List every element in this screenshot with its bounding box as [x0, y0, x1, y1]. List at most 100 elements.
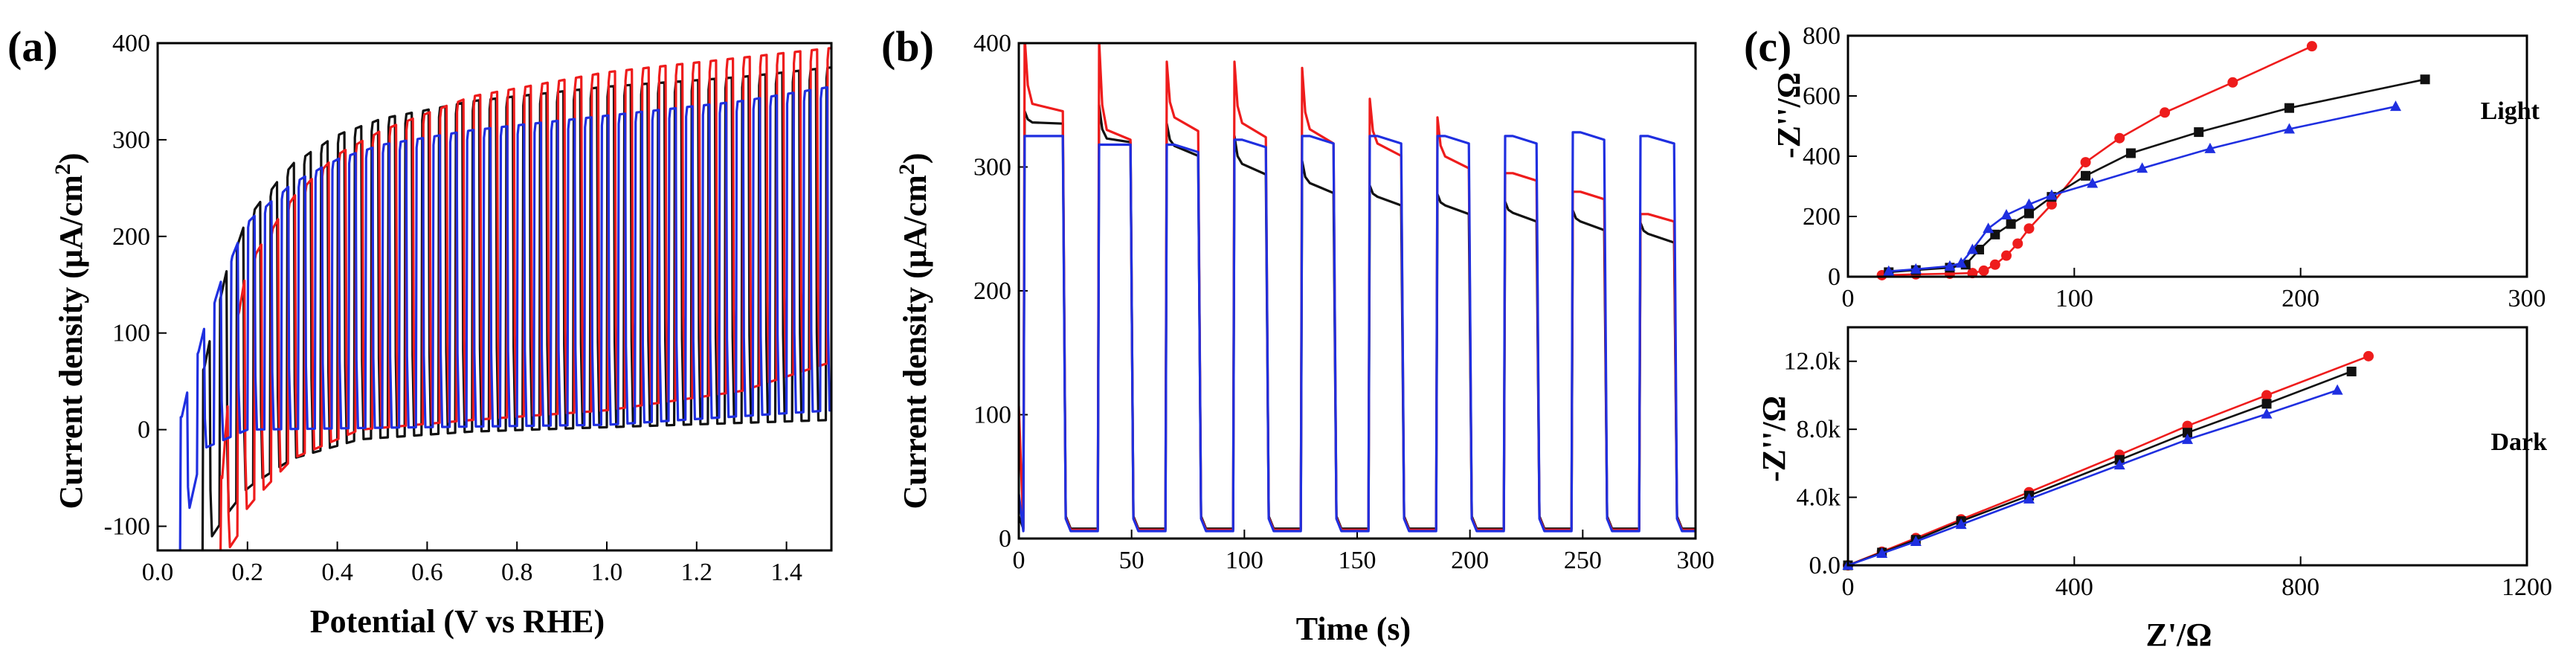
y-tick-label: 400: [1803, 143, 1841, 170]
data-point-black: [2194, 127, 2204, 138]
y-tick-label: 400: [973, 30, 1011, 57]
x-tick-label: 200: [1451, 547, 1489, 574]
data-point-red: [2046, 199, 2057, 210]
x-tick-label: 1.2: [681, 559, 713, 586]
x-tick-label: 300: [1677, 547, 1715, 574]
data-point-black: [2420, 74, 2430, 85]
y-tick-label: 600: [1803, 83, 1841, 110]
y-tick-label: 0: [1828, 263, 1841, 291]
panel-c-xlabel: Z'/Ω: [2145, 617, 2212, 653]
panel-b: (b) Current density (μA/cm2) Time (s) 0 5…: [881, 22, 1715, 647]
x-tick-label: 1.0: [591, 559, 623, 586]
panel-b-frame: [1017, 42, 1697, 540]
data-point-black: [2261, 399, 2272, 409]
data-point-black: [2125, 148, 2136, 158]
x-tick-label: 0: [1842, 573, 1855, 601]
data-point-blue: [1876, 547, 1888, 558]
panel-b-plot-area: 0 50 100 150 200 250 300 0 100 200 300 400: [973, 30, 1715, 574]
x-tick-label: 1.4: [770, 559, 802, 586]
panel-a-ylabel: Current density (μA/cm2): [51, 152, 90, 509]
series-line-blue: [1019, 131, 1696, 533]
data-point-black: [2023, 208, 2034, 219]
x-tick-label: 400: [2055, 573, 2093, 601]
x-tick-label: 200: [2282, 285, 2319, 312]
panel-a-xlabel: Potential (V vs RHE): [310, 603, 605, 640]
data-point-blue: [2000, 208, 2012, 219]
panel-c-label: (c): [1744, 22, 1791, 71]
data-point-blue: [1910, 263, 1922, 274]
x-tick-label: 250: [1564, 547, 1602, 574]
panel-c-bottom-ylabel: -Z''/Ω: [1756, 396, 1792, 482]
panel-a-plot-area: 0.0 0.2 0.4 0.6 0.8 1.0 1.2 1.4 -100 0 100 200 300 40…: [104, 30, 831, 586]
data-point-red: [2306, 41, 2317, 52]
series-line-red: [1847, 355, 2369, 567]
data-point-red: [2080, 157, 2091, 168]
series-line-red: [1019, 43, 1696, 531]
data-point-blue: [2261, 408, 2273, 419]
panel-c-dark-annotation: Dark: [2490, 428, 2547, 456]
data-point-black: [2284, 103, 2294, 113]
panel-c-light-annotation: Light: [2481, 97, 2540, 125]
series-line-black: [1888, 78, 2426, 274]
y-tick-label: 800: [1803, 22, 1841, 50]
panel-c-top-plot-area: 0 100 200 300 0 200 400 600 800: [1803, 22, 2546, 312]
data-point-black: [2183, 428, 2192, 438]
data-point-blue: [2023, 492, 2035, 504]
data-point-blue: [2113, 459, 2125, 470]
x-tick-label: 0.0: [142, 559, 174, 586]
panel-c-top-ylabel: -Z''/Ω: [1771, 72, 1807, 158]
data-point-red: [2363, 350, 2374, 361]
x-tick-label: 0.6: [411, 559, 443, 586]
data-point-red: [2114, 132, 2125, 144]
x-tick-label: 0: [1013, 547, 1025, 574]
data-point-blue: [1910, 536, 1922, 546]
data-point-blue: [2137, 162, 2148, 173]
data-point-blue: [2331, 384, 2343, 395]
data-point-red: [2227, 77, 2238, 88]
data-point-blue: [1944, 260, 1956, 271]
data-point-black: [2006, 219, 2016, 229]
x-tick-label: 800: [2282, 573, 2319, 601]
data-point-red: [2023, 223, 2035, 234]
data-point-black: [2346, 366, 2357, 376]
series-line-blue: [178, 86, 831, 550]
y-tick-label: 200: [112, 223, 150, 251]
y-tick-label: 12.0k: [1784, 348, 1841, 376]
data-point-blue: [2204, 142, 2216, 153]
data-point-red: [2001, 250, 2012, 261]
panel-c-top-frame: [1846, 34, 2528, 278]
y-tick-label: 0: [999, 525, 1011, 553]
series-line-black: [201, 66, 831, 550]
y-tick-label: 100: [112, 320, 150, 347]
x-tick-label: 300: [2508, 285, 2546, 312]
data-point-blue: [2389, 100, 2401, 112]
y-tick-label: -100: [104, 513, 150, 541]
y-tick-label: 400: [112, 30, 150, 57]
x-tick-label: 150: [1339, 547, 1376, 574]
y-tick-label: 200: [973, 277, 1011, 305]
data-point-red: [1978, 265, 1989, 276]
series-line-black: [1019, 103, 1696, 530]
data-point-red: [2012, 238, 2023, 249]
data-point-blue: [1955, 257, 1967, 268]
y-tick-label: 100: [973, 402, 1011, 429]
y-tick-label: 0: [138, 417, 150, 444]
series-line-red: [1881, 45, 2313, 277]
panel-c-bottom-plot-area: 0 400 800 1200 0.0 4.0k 8.0k 12.0k: [1784, 348, 2553, 601]
x-tick-label: 100: [2055, 285, 2093, 312]
x-tick-label: 1200: [2502, 573, 2552, 601]
series-line-black: [1847, 370, 2352, 567]
data-point-red: [2160, 107, 2171, 118]
data-point-blue: [2087, 177, 2099, 188]
data-point-red: [1989, 259, 2000, 270]
x-tick-label: 100: [1226, 547, 1263, 574]
data-point-blue: [2182, 433, 2193, 444]
y-tick-label: 200: [1803, 203, 1841, 231]
data-point-blue: [2023, 198, 2035, 209]
panel-a: (a) Current density (μA/cm2) Potential (…: [7, 22, 833, 640]
panel-c: (c) -Z''/Ω -Z''/Ω Light Dark Z'/Ω 0 100 20…: [1744, 22, 2552, 653]
x-tick-label: 0.4: [321, 559, 353, 586]
y-tick-label: 300: [112, 126, 150, 154]
x-tick-label: 0.8: [501, 559, 533, 586]
